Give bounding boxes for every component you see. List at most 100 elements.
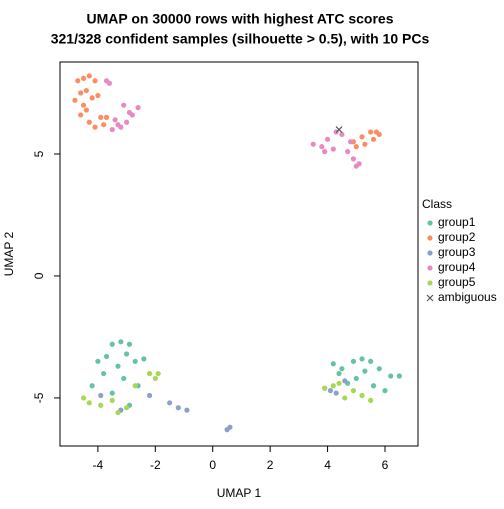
point xyxy=(353,144,359,150)
y-tick-label: 0 xyxy=(32,272,46,279)
chart-subtitle: 321/328 confident samples (silhouette > … xyxy=(51,31,430,47)
point xyxy=(310,141,316,147)
point xyxy=(339,131,345,138)
legend-title: Class xyxy=(422,197,452,211)
point xyxy=(350,388,357,394)
point xyxy=(98,114,104,120)
legend-marker xyxy=(427,235,433,241)
point xyxy=(103,114,110,120)
point xyxy=(324,136,331,142)
point xyxy=(388,373,394,379)
point xyxy=(112,117,118,123)
point xyxy=(322,148,328,155)
point xyxy=(106,80,112,86)
point xyxy=(115,409,121,416)
point xyxy=(86,73,92,79)
point xyxy=(146,392,153,399)
point xyxy=(103,353,110,360)
point xyxy=(335,126,343,134)
point xyxy=(175,405,181,411)
point xyxy=(109,341,115,347)
point xyxy=(327,388,334,394)
point xyxy=(109,390,115,396)
point xyxy=(155,370,161,377)
point xyxy=(184,407,190,413)
point xyxy=(89,95,95,101)
point xyxy=(319,144,325,150)
point xyxy=(121,102,127,108)
point xyxy=(146,370,153,377)
point xyxy=(92,124,98,130)
point xyxy=(109,397,115,403)
point xyxy=(368,397,374,403)
point xyxy=(322,385,328,391)
point xyxy=(78,90,84,96)
legend-label: group2 xyxy=(438,230,476,244)
point xyxy=(86,400,92,406)
legend-marker xyxy=(427,250,433,256)
point xyxy=(101,122,107,128)
point xyxy=(75,78,81,84)
y-tick-label: 5 xyxy=(32,150,46,157)
point xyxy=(396,373,402,379)
point xyxy=(330,361,336,367)
point xyxy=(80,102,87,108)
point xyxy=(89,383,95,389)
legend-label: group5 xyxy=(438,275,476,289)
point xyxy=(95,92,101,99)
legend-label: ambiguous xyxy=(438,290,497,304)
point xyxy=(347,139,354,145)
point xyxy=(109,126,115,133)
point xyxy=(132,383,138,389)
point xyxy=(350,358,357,364)
legend-marker xyxy=(427,220,433,226)
legend-marker xyxy=(426,294,434,302)
point xyxy=(80,395,87,401)
point xyxy=(121,375,127,382)
point xyxy=(359,134,365,140)
point xyxy=(83,87,90,94)
point xyxy=(330,146,336,152)
point xyxy=(368,129,374,135)
y-axis-label: UMAP 2 xyxy=(2,231,16,276)
y-tick-label: -5 xyxy=(32,392,46,403)
x-axis-label: UMAP 1 xyxy=(217,486,262,500)
legend-label: group1 xyxy=(438,215,476,229)
x-tick-label: -4 xyxy=(93,458,104,472)
point xyxy=(135,105,141,111)
point xyxy=(115,122,121,128)
point xyxy=(345,148,351,155)
point xyxy=(356,161,362,167)
plot-frame xyxy=(59,61,419,447)
x-tick-label: 6 xyxy=(382,458,389,472)
point xyxy=(167,400,173,406)
chart-title: UMAP on 30000 rows with highest ATC scor… xyxy=(86,11,393,27)
point xyxy=(333,390,339,396)
point xyxy=(330,383,336,389)
point xyxy=(118,339,124,345)
point xyxy=(382,388,388,394)
point xyxy=(124,119,130,125)
point xyxy=(101,370,107,377)
point xyxy=(72,97,78,103)
x-tick-label: 0 xyxy=(209,458,216,472)
point xyxy=(362,141,368,147)
point xyxy=(78,112,84,118)
point xyxy=(359,356,365,362)
point xyxy=(141,356,147,362)
point xyxy=(83,107,90,113)
point xyxy=(86,119,92,125)
point xyxy=(336,380,342,386)
x-tick-label: 4 xyxy=(324,458,331,472)
point xyxy=(350,156,357,162)
legend-label: group3 xyxy=(438,245,476,259)
point xyxy=(95,358,101,364)
point xyxy=(115,363,121,369)
point xyxy=(126,341,133,347)
point xyxy=(124,351,130,357)
point xyxy=(80,75,87,81)
point xyxy=(359,392,365,399)
point xyxy=(126,109,133,116)
point xyxy=(370,383,377,389)
